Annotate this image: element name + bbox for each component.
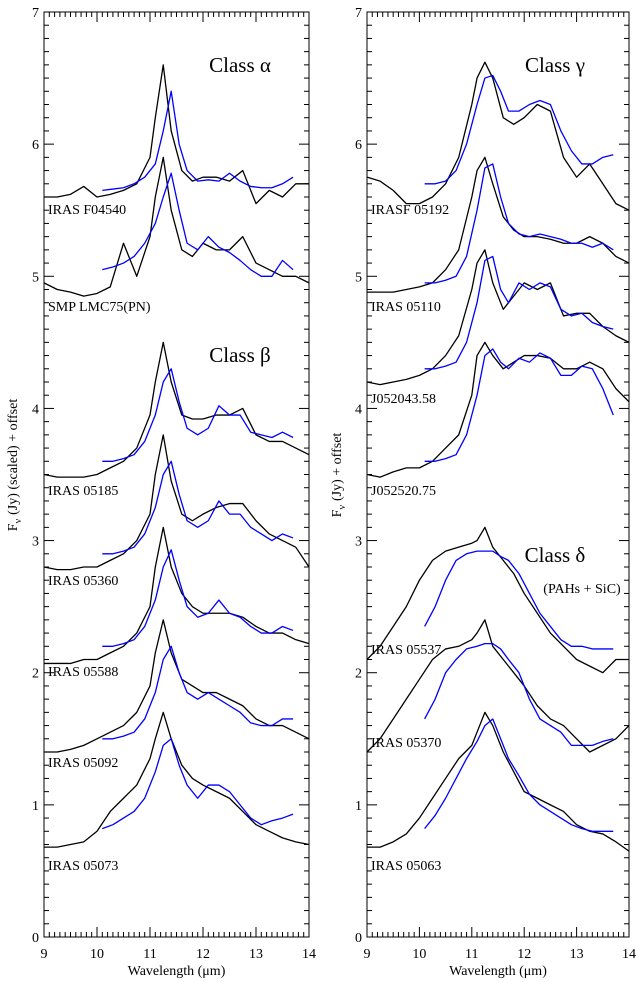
spectrum-line	[43, 341, 310, 478]
spectrum-label: IRAS 05537	[371, 643, 441, 658]
spectrum-line	[44, 619, 310, 753]
spectrum-line	[102, 368, 294, 462]
y-tick-label: 3	[32, 535, 39, 550]
y-tick-label: 5	[32, 270, 39, 285]
spectrum-label: IRAS 05092	[48, 756, 118, 771]
annotation: Class α	[209, 53, 271, 77]
spectrum-label: SMP LMC75(PN)	[48, 300, 151, 315]
y-tick-label: 0	[355, 931, 362, 946]
y-tick-label: 1	[32, 799, 39, 814]
spectrum-label: IRAS 05588	[48, 665, 118, 680]
annotation: (PAHs + SiC)	[543, 582, 621, 597]
spectrum-line	[43, 434, 310, 571]
spectrum-label: J052043.58	[371, 392, 436, 407]
spectrum-line	[44, 711, 310, 848]
y-label-text: (Jy) + offset	[330, 433, 345, 501]
y-tick-label: 2	[355, 667, 362, 682]
spectrum-line	[424, 550, 614, 650]
y-tick-label: 4	[355, 402, 362, 417]
y-axis-label: Fν (Jy) (scaled) + offset	[6, 399, 24, 532]
spectrum-label: IRAS 05360	[48, 574, 118, 589]
spectrum-line	[424, 255, 614, 370]
x-tick-label: 10	[412, 947, 426, 962]
x-tick-label: 13	[249, 947, 263, 962]
x-tick-label: 14	[302, 947, 316, 962]
spectrum-line	[44, 526, 310, 665]
x-tick-label: 11	[465, 947, 478, 962]
y-tick-label: 0	[32, 931, 39, 946]
spectrum-label: IRAS 05073	[48, 859, 118, 874]
y-tick-label: 6	[32, 138, 39, 153]
y-tick-label: 5	[355, 270, 362, 285]
x-axis-label: Wavelength (μm)	[449, 964, 547, 979]
spectrum-line	[102, 645, 294, 740]
spectrum-line	[366, 341, 630, 478]
y-label-symbol: F	[330, 509, 345, 517]
spectrum-line	[424, 74, 614, 185]
y-tick-label: 7	[355, 6, 362, 21]
spectrum-line	[44, 64, 309, 205]
spectrum-line	[102, 738, 294, 830]
x-tick-label: 12	[517, 947, 531, 962]
spectrum-line	[366, 61, 630, 211]
x-tick-label: 9	[41, 947, 48, 962]
x-tick-label: 10	[90, 947, 104, 962]
spectrum-label: IRAS 05110	[371, 300, 441, 315]
spectrum-line	[102, 90, 294, 192]
y-tick-label: 2	[32, 667, 39, 682]
spectrum-line	[367, 711, 630, 852]
spectrum-label: IRAS F04540	[48, 203, 126, 218]
spectrum-line	[102, 549, 294, 647]
x-tick-label: 14	[622, 947, 636, 962]
x-tick-label: 11	[143, 947, 156, 962]
spectrum-line	[102, 460, 294, 555]
spectrum-line	[43, 156, 310, 297]
x-tick-label: 12	[196, 947, 210, 962]
spectrum-label: IRAS 05185	[48, 484, 118, 499]
spectrum-label: IRAS 05063	[371, 859, 441, 874]
spectrum-line	[366, 619, 630, 753]
spectrum-line	[424, 163, 614, 284]
spectrum-line	[424, 348, 614, 462]
spectrum-label: J052520.75	[371, 484, 436, 499]
y-label-symbol: F	[6, 523, 21, 531]
spectrum-line	[366, 249, 630, 386]
spectrum-label: IRAS 05370	[371, 736, 441, 751]
annotation: Class β	[209, 343, 270, 367]
spectrum-line	[102, 172, 294, 277]
y-label-text: (Jy) (scaled) + offset	[6, 399, 21, 515]
spectrum-label: IRASF 05192	[371, 203, 449, 218]
y-tick-label: 7	[32, 6, 39, 21]
x-tick-label: 9	[364, 947, 371, 962]
y-axis-label: Fν (Jy) + offset	[330, 433, 348, 518]
y-tick-label: 3	[355, 535, 362, 550]
y-tick-label: 1	[355, 799, 362, 814]
y-tick-label: 6	[355, 138, 362, 153]
annotation: Class δ	[525, 543, 586, 567]
annotation: Class γ	[525, 53, 585, 77]
x-axis-label: Wavelength (μm)	[128, 964, 226, 979]
plot-frame	[366, 11, 630, 938]
y-label-subscript: ν	[337, 505, 348, 510]
y-label-subscript: ν	[13, 518, 24, 523]
y-tick-label: 4	[32, 402, 39, 417]
x-tick-label: 13	[570, 947, 584, 962]
spectrum-line	[424, 642, 614, 747]
spectrum-line	[366, 526, 629, 674]
spectrum-line	[424, 718, 614, 832]
spectrum-line	[367, 156, 630, 293]
